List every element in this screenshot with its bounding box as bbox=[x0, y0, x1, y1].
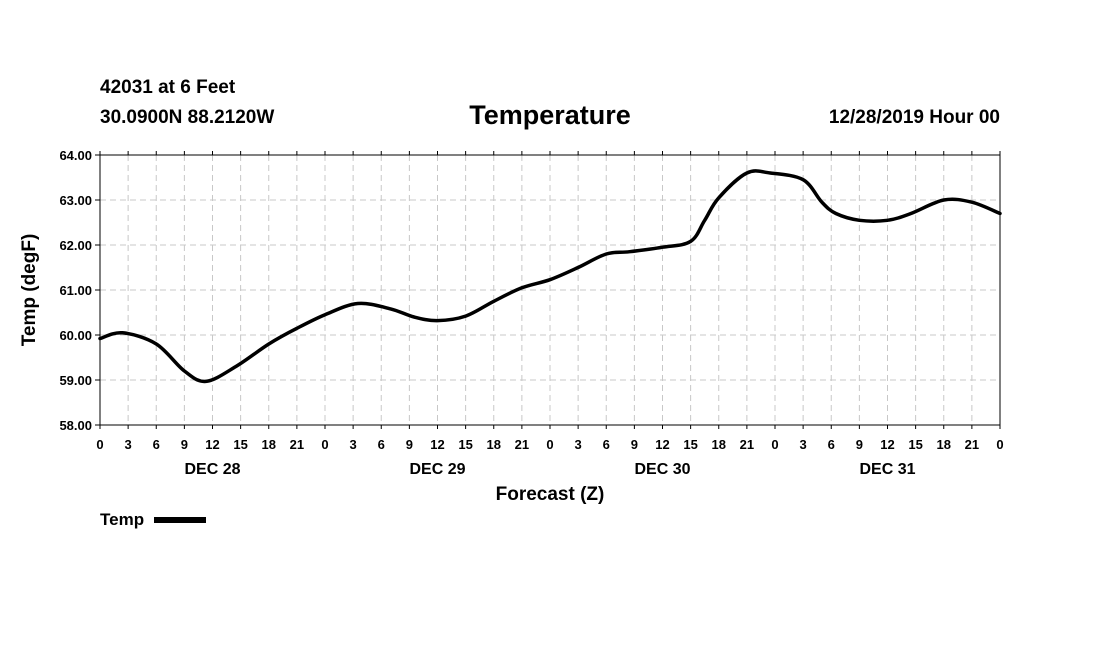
x-tick-label: 18 bbox=[712, 437, 726, 452]
x-tick-label: 12 bbox=[430, 437, 444, 452]
y-tick-label: 62.00 bbox=[59, 238, 92, 253]
day-label: DEC 29 bbox=[409, 461, 465, 478]
x-tick-label: 15 bbox=[233, 437, 247, 452]
y-tick-label: 60.00 bbox=[59, 328, 92, 343]
x-tick-label: 0 bbox=[96, 437, 103, 452]
x-tick-label: 15 bbox=[458, 437, 472, 452]
x-tick-label: 6 bbox=[603, 437, 610, 452]
x-axis-title: Forecast (Z) bbox=[496, 484, 605, 505]
x-tick-label: 18 bbox=[262, 437, 276, 452]
legend-swatch bbox=[154, 517, 207, 523]
station-coords: 30.0900N 88.2120W bbox=[100, 107, 275, 128]
x-tick-label: 12 bbox=[880, 437, 894, 452]
day-label: DEC 30 bbox=[634, 461, 690, 478]
x-tick-label: 3 bbox=[575, 437, 582, 452]
day-label: DEC 28 bbox=[184, 461, 240, 478]
x-tick-label: 3 bbox=[800, 437, 807, 452]
x-tick-label: 6 bbox=[153, 437, 160, 452]
x-tick-label: 9 bbox=[181, 437, 188, 452]
x-tick-label: 15 bbox=[908, 437, 922, 452]
x-tick-label: 3 bbox=[350, 437, 357, 452]
x-tick-label: 0 bbox=[771, 437, 778, 452]
chart-timestamp: 12/28/2019 Hour 00 bbox=[828, 107, 1000, 128]
legend: Temp bbox=[100, 510, 207, 530]
chart-title: Temperature bbox=[469, 100, 631, 130]
y-tick-label: 61.00 bbox=[59, 283, 92, 298]
station-id: 42031 at 6 Feet bbox=[100, 77, 236, 98]
y-tick-label: 58.00 bbox=[59, 418, 92, 433]
x-tick-label: 6 bbox=[378, 437, 385, 452]
x-tick-label: 9 bbox=[631, 437, 638, 452]
y-axis-title: Temp (degF) bbox=[19, 234, 40, 347]
x-tick-label: 6 bbox=[828, 437, 835, 452]
series-line-temp bbox=[98, 169, 1002, 384]
x-tick-label: 0 bbox=[996, 437, 1003, 452]
x-tick-label: 12 bbox=[655, 437, 669, 452]
y-tick-label: 64.00 bbox=[59, 148, 92, 163]
x-tick-label: 18 bbox=[487, 437, 501, 452]
x-tick-label: 12 bbox=[205, 437, 219, 452]
day-label: DEC 31 bbox=[859, 461, 915, 478]
x-tick-label: 15 bbox=[683, 437, 697, 452]
x-tick-label: 0 bbox=[321, 437, 328, 452]
x-tick-label: 21 bbox=[965, 437, 979, 452]
plot-frame bbox=[99, 154, 1001, 426]
x-tick-label: 21 bbox=[290, 437, 304, 452]
x-tick-label: 3 bbox=[125, 437, 132, 452]
x-tick-label: 0 bbox=[546, 437, 553, 452]
x-tick-label: 18 bbox=[937, 437, 951, 452]
y-tick-label: 59.00 bbox=[59, 373, 92, 388]
legend-label: Temp bbox=[100, 510, 145, 529]
y-tick-label: 63.00 bbox=[59, 193, 92, 208]
x-tick-label: 21 bbox=[740, 437, 754, 452]
x-tick-label: 9 bbox=[406, 437, 413, 452]
x-tick-label: 21 bbox=[515, 437, 529, 452]
x-tick-label: 9 bbox=[856, 437, 863, 452]
